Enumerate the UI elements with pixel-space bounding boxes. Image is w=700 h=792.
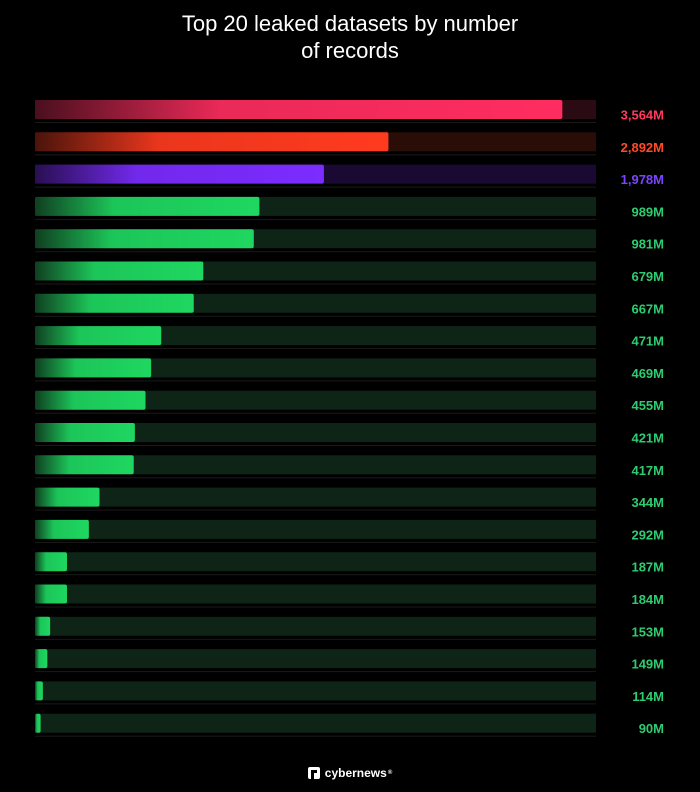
bar-10 <box>35 390 146 410</box>
value-label-11: 421M <box>631 431 664 446</box>
value-label-19: 114M <box>632 689 664 704</box>
bar-track-8 <box>35 326 596 346</box>
bar-2 <box>35 132 389 152</box>
bar-4 <box>35 196 260 216</box>
row-divider-1 <box>35 122 596 123</box>
bar-14 <box>35 519 89 539</box>
bar-11 <box>35 423 135 442</box>
value-label-4: 989M <box>631 204 664 219</box>
row-divider-6 <box>35 283 596 285</box>
row-divider-8 <box>35 348 596 350</box>
row-divider-18 <box>35 671 596 673</box>
row-divider-10 <box>35 412 596 414</box>
bar-17 <box>35 616 51 636</box>
bar-track-10 <box>35 390 596 410</box>
value-label-3: 1,978M <box>621 172 664 187</box>
row-divider-19 <box>35 703 596 705</box>
value-label-6: 679M <box>631 269 664 284</box>
bar-track-19 <box>35 681 596 701</box>
value-label-16: 184M <box>631 592 664 607</box>
value-label-10: 455M <box>631 398 664 413</box>
row-divider-11 <box>35 445 596 446</box>
bar-chart: 3,564M 2,892M 1,978M 989M 981M 679M 667M 471M 46… <box>35 100 664 737</box>
chart-title-line-1: Top 20 leaked datasets by number <box>181 11 519 36</box>
brand-name: cybernews <box>324 766 387 780</box>
bar-8 <box>35 326 162 346</box>
bar-track-13 <box>35 487 596 507</box>
bar-18 <box>35 649 48 669</box>
bar-track-15 <box>35 552 596 572</box>
value-label-7: 667M <box>631 301 664 316</box>
bar-3 <box>35 164 324 184</box>
value-label-9: 469M <box>631 366 664 381</box>
bar-track-17 <box>35 616 596 636</box>
registered-mark: ® <box>387 770 393 776</box>
bars-layer: 3,564M 2,892M 1,978M 989M 981M 679M 667M 471M 46… <box>35 100 664 737</box>
value-label-17: 153M <box>631 624 664 639</box>
value-label-8: 471M <box>631 334 664 349</box>
bar-9 <box>35 358 152 378</box>
row-divider-15 <box>35 574 596 576</box>
bar-track-16 <box>35 584 596 604</box>
value-label-2: 2,892M <box>621 140 664 155</box>
bar-12 <box>35 455 134 475</box>
row-divider-12 <box>35 477 596 479</box>
value-label-18: 149M <box>631 657 664 672</box>
row-divider-3 <box>35 186 596 188</box>
cybernews-logo-icon <box>307 767 320 779</box>
bar-15 <box>35 552 67 572</box>
bar-track-14 <box>35 519 596 539</box>
bar-track-20 <box>35 713 596 733</box>
bar-track-18 <box>35 649 596 669</box>
chart-title: Top 20 leaked datasets by number of reco… <box>0 10 700 64</box>
bar-track-9 <box>35 358 596 378</box>
value-label-1: 3,564M <box>621 108 664 123</box>
bar-track-11 <box>35 423 596 442</box>
bar-track-12 <box>35 455 596 475</box>
row-divider-14 <box>35 541 596 543</box>
bar-20 <box>35 713 41 733</box>
value-label-14: 292M <box>631 527 664 542</box>
row-divider-16 <box>35 606 596 608</box>
value-label-12: 417M <box>631 463 664 478</box>
value-label-5: 981M <box>631 237 664 252</box>
bar-16 <box>35 584 67 604</box>
value-label-13: 344M <box>631 495 664 510</box>
chart-title-line-2: of records <box>301 38 399 63</box>
value-label-20: 90M <box>639 721 664 736</box>
bar-13 <box>35 487 100 507</box>
row-divider-9 <box>35 380 596 382</box>
footer-brand: cybernews ® <box>0 766 700 780</box>
bar-7 <box>35 293 194 313</box>
row-divider-7 <box>35 315 596 317</box>
row-divider-17 <box>35 638 596 640</box>
bar-1 <box>35 100 563 119</box>
bar-19 <box>35 681 43 701</box>
bar-6 <box>35 261 204 281</box>
row-divider-4 <box>35 218 596 220</box>
value-label-15: 187M <box>631 560 664 575</box>
row-divider-20 <box>35 735 596 737</box>
row-divider-5 <box>35 251 596 253</box>
row-divider-13 <box>35 509 596 511</box>
bar-5 <box>35 229 254 249</box>
row-divider-2 <box>35 154 596 156</box>
